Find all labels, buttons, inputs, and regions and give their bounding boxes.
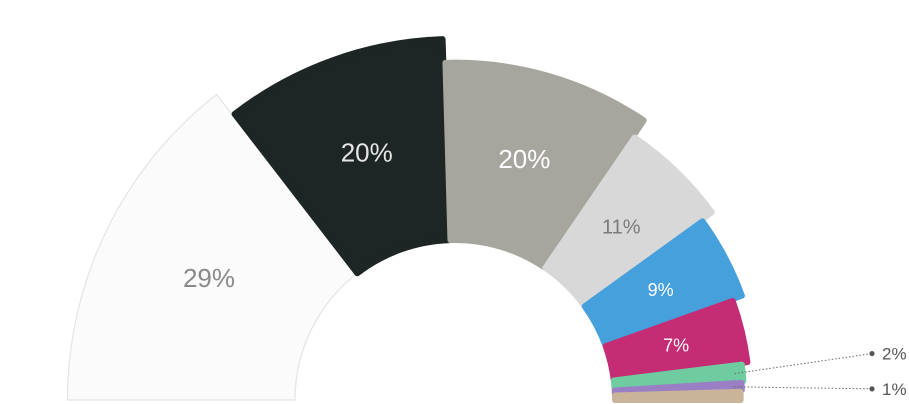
labels-group: 29% 20% 20% 11% 9% 7% 2% 1% [183, 138, 907, 399]
callout-line-7 [734, 353, 873, 375]
slice-label-4: 11% [602, 217, 641, 239]
slice-label-3: 20% [498, 144, 550, 174]
callout-dot-7 [869, 350, 875, 357]
slice-1 [66, 93, 358, 401]
slice-label-1: 29% [183, 263, 235, 293]
slice-3 [442, 59, 647, 271]
slice-label-2: 20% [341, 138, 393, 168]
slice-9 [611, 388, 744, 403]
callout-line-8 [733, 386, 873, 390]
slice-label-6: 7% [663, 336, 689, 356]
callout-label-7: 2% [882, 345, 907, 364]
slice-2 [231, 36, 453, 277]
slice-4 [542, 134, 715, 309]
callout-label-8: 1% [882, 380, 907, 399]
slice-label-5: 9% [648, 280, 674, 300]
callouts-group [733, 350, 875, 392]
slices-group [66, 36, 751, 403]
callout-dot-8 [869, 386, 875, 392]
